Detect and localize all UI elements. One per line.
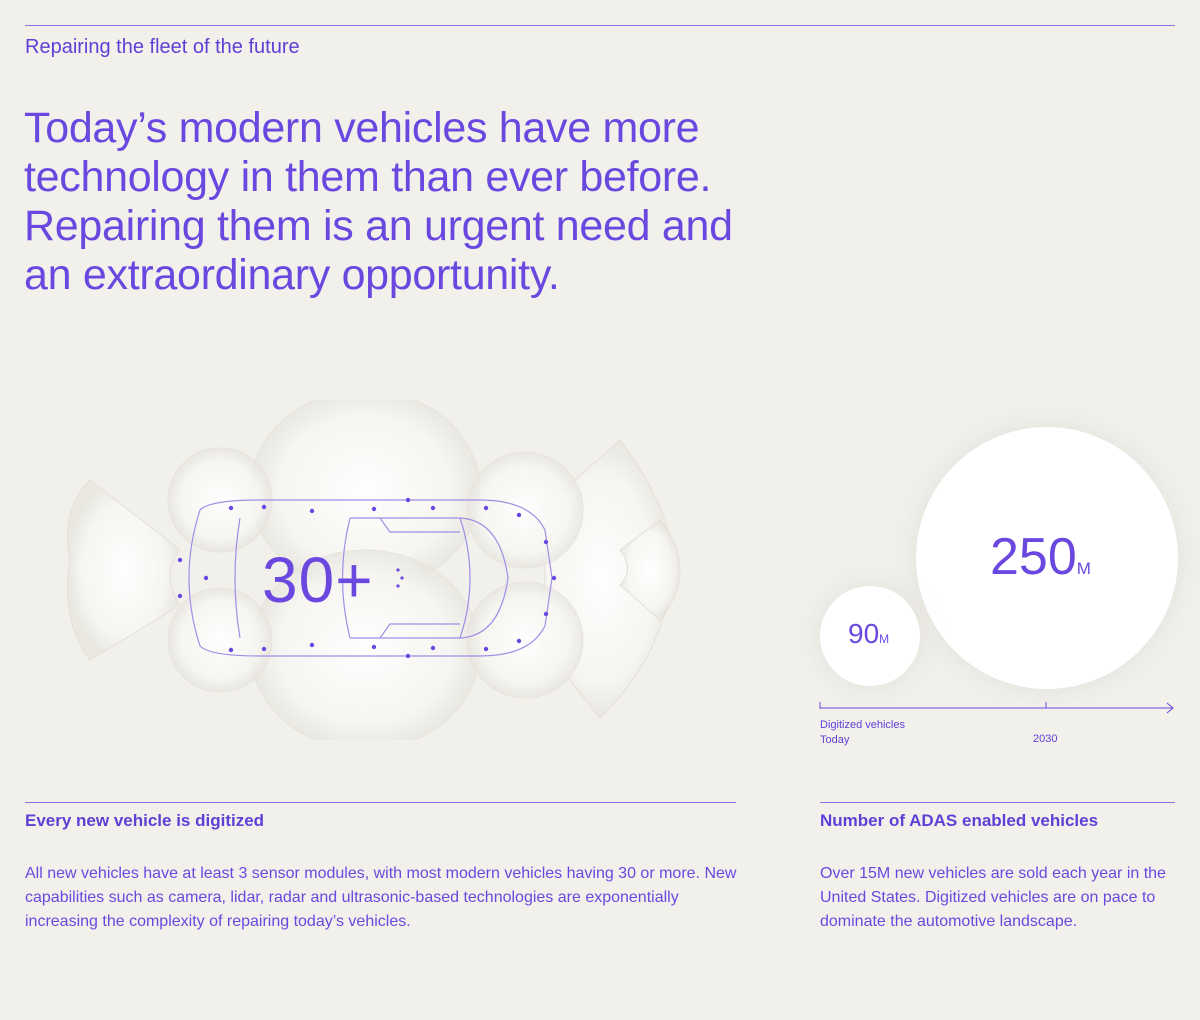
stat-today-value: 90	[848, 618, 880, 649]
stat-today-unit: M	[879, 632, 890, 646]
stat-2030: 250M	[990, 527, 1091, 587]
bubble-today: 90M	[820, 586, 920, 686]
sensor-count-stat: 30+	[262, 544, 374, 616]
axis-series-label: Digitized vehicles	[820, 719, 905, 731]
axis-arrow-icon	[1166, 702, 1174, 714]
right-section-divider	[820, 802, 1175, 803]
car-outline	[188, 499, 553, 657]
left-section-body: All new vehicles have at least 3 sensor …	[25, 865, 737, 930]
stat-2030-unit: M	[1076, 559, 1091, 578]
sensor-field-bottom-left	[167, 587, 273, 693]
sensor-field-right-outer	[619, 519, 681, 621]
eyebrow-title: Repairing the fleet of the future	[25, 36, 300, 58]
sensor-field-left	[67, 479, 181, 661]
top-divider	[25, 25, 1175, 26]
right-section-title: Number of ADAS enabled vehicles	[820, 811, 1099, 830]
headline-line: an extraordinary opportunity.	[24, 251, 560, 299]
vehicle-sensor-illustration	[67, 400, 681, 740]
stat-2030-value: 250	[990, 528, 1077, 586]
right-section-body: Over 15M new vehicles are sold each year…	[820, 865, 1166, 930]
sensor-field-bottom-right	[466, 581, 584, 699]
axis-start-label: Today	[820, 734, 850, 746]
timeline-axis	[819, 702, 1174, 714]
headline-line: technology in them than ever before.	[24, 153, 712, 201]
headline-line: Repairing them is an urgent need and	[24, 202, 733, 250]
left-section-divider	[25, 802, 736, 803]
left-section-title: Every new vehicle is digitized	[25, 811, 265, 830]
axis-end-label: 2030	[1033, 733, 1058, 745]
headline-line: Today’s modern vehicles have more	[24, 104, 700, 152]
stat-today: 90M	[848, 618, 889, 650]
sensor-dots	[177, 497, 557, 659]
bubble-2030: 250M	[916, 427, 1178, 689]
headline: Today’s modern vehicles have more techno…	[24, 104, 784, 300]
